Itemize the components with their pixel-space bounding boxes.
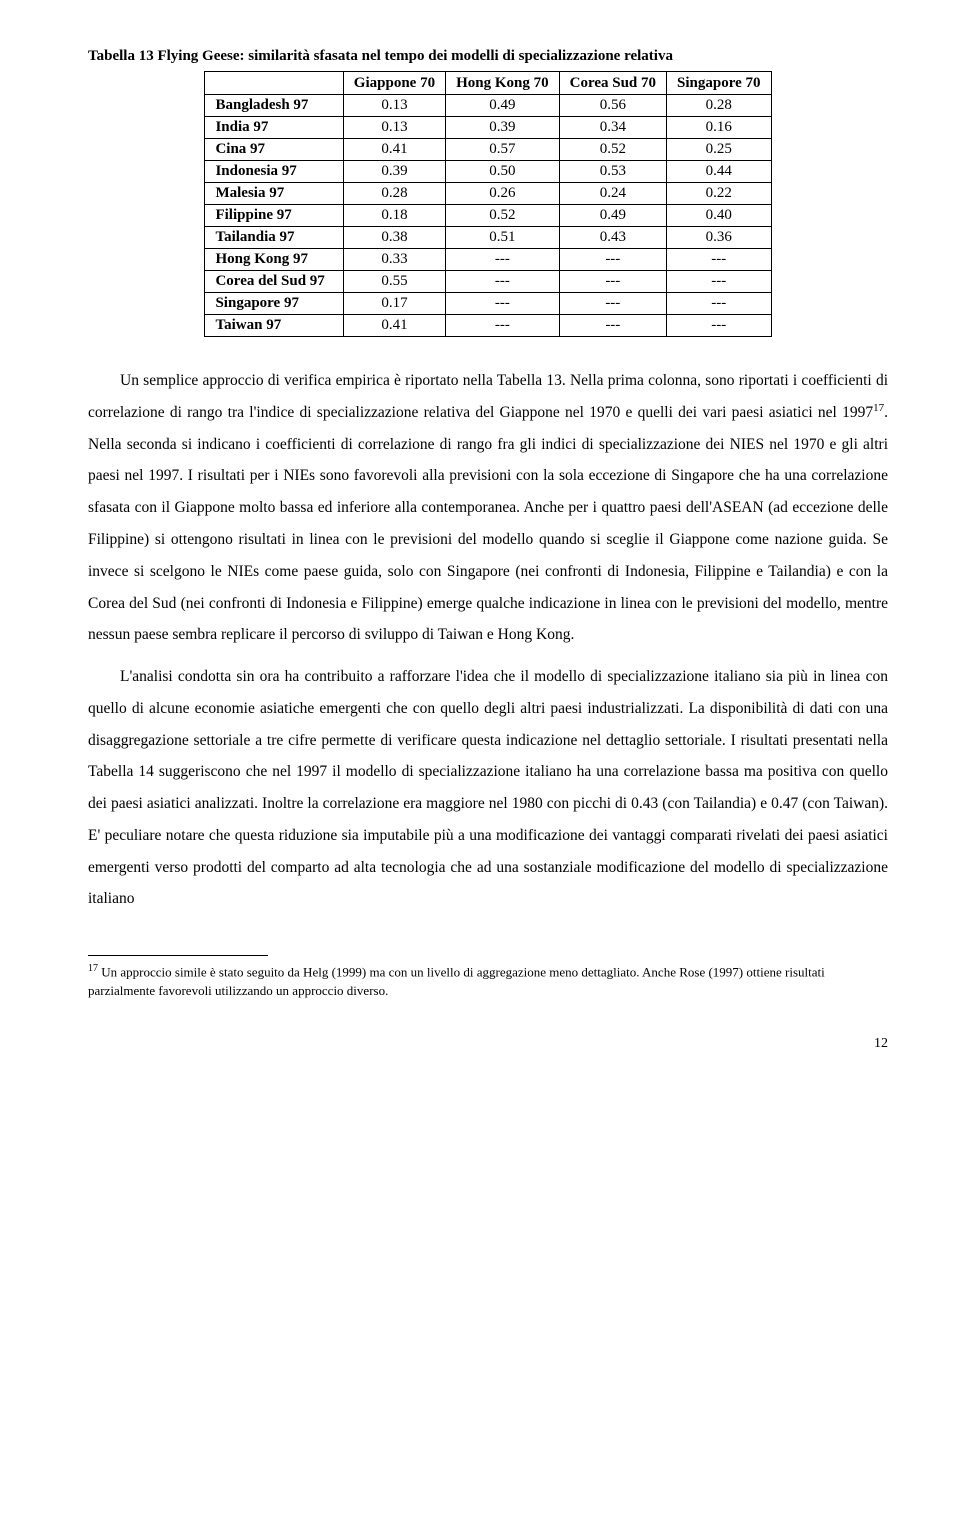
footnote-number: 17 <box>88 963 98 974</box>
cell: 0.40 <box>667 205 772 227</box>
table-title: Tabella 13 Flying Geese: similarità sfas… <box>88 48 888 65</box>
row-label: India 97 <box>205 117 343 139</box>
cell: 0.50 <box>446 161 560 183</box>
page-number: 12 <box>88 1036 888 1052</box>
cell: 0.38 <box>343 227 445 249</box>
footnote-17: 17 Un approccio simile è stato seguito d… <box>88 962 888 1000</box>
cell: 0.41 <box>343 139 445 161</box>
cell: 0.24 <box>559 183 666 205</box>
cell: 0.52 <box>559 139 666 161</box>
row-label: Tailandia 97 <box>205 227 343 249</box>
cell: 0.44 <box>667 161 772 183</box>
cell: 0.41 <box>343 315 445 337</box>
row-label: Cina 97 <box>205 139 343 161</box>
p1-text-a: Un semplice approccio di verifica empiri… <box>88 372 888 421</box>
cell: 0.13 <box>343 95 445 117</box>
cell: 0.25 <box>667 139 772 161</box>
col-header: Giappone 70 <box>343 72 445 95</box>
col-header: Hong Kong 70 <box>446 72 560 95</box>
col-header: Corea Sud 70 <box>559 72 666 95</box>
cell: 0.26 <box>446 183 560 205</box>
cell: --- <box>667 271 772 293</box>
cell: 0.28 <box>667 95 772 117</box>
cell: 0.33 <box>343 249 445 271</box>
cell: --- <box>667 293 772 315</box>
cell: --- <box>667 315 772 337</box>
cell: --- <box>559 271 666 293</box>
cell: 0.17 <box>343 293 445 315</box>
cell: --- <box>559 315 666 337</box>
cell: 0.51 <box>446 227 560 249</box>
row-label: Singapore 97 <box>205 293 343 315</box>
col-header: Singapore 70 <box>667 72 772 95</box>
cell: 0.52 <box>446 205 560 227</box>
cell: 0.13 <box>343 117 445 139</box>
row-label: Taiwan 97 <box>205 315 343 337</box>
data-table: Giappone 70 Hong Kong 70 Corea Sud 70 Si… <box>204 71 771 337</box>
cell: 0.55 <box>343 271 445 293</box>
footnote-text: Un approccio simile è stato seguito da H… <box>88 965 825 998</box>
paragraph-1: Un semplice approccio di verifica empiri… <box>88 365 888 651</box>
cell: --- <box>559 293 666 315</box>
cell: 0.57 <box>446 139 560 161</box>
row-label: Hong Kong 97 <box>205 249 343 271</box>
footnote-ref-17: 17 <box>873 402 884 414</box>
cell: 0.53 <box>559 161 666 183</box>
header-empty <box>205 72 343 95</box>
row-label: Corea del Sud 97 <box>205 271 343 293</box>
cell: 0.49 <box>446 95 560 117</box>
cell: 0.43 <box>559 227 666 249</box>
row-label: Indonesia 97 <box>205 161 343 183</box>
row-label: Malesia 97 <box>205 183 343 205</box>
cell: --- <box>667 249 772 271</box>
row-label: Bangladesh 97 <box>205 95 343 117</box>
row-label: Filippine 97 <box>205 205 343 227</box>
cell: 0.49 <box>559 205 666 227</box>
cell: --- <box>446 271 560 293</box>
p1-text-b: . Nella seconda si indicano i coefficien… <box>88 404 888 643</box>
cell: 0.39 <box>343 161 445 183</box>
cell: 0.22 <box>667 183 772 205</box>
cell: 0.28 <box>343 183 445 205</box>
footnote-separator <box>88 955 268 956</box>
cell: --- <box>446 249 560 271</box>
paragraph-2: L'analisi condotta sin ora ha contribuit… <box>88 661 888 915</box>
cell: --- <box>446 293 560 315</box>
cell: 0.16 <box>667 117 772 139</box>
cell: --- <box>559 249 666 271</box>
cell: --- <box>446 315 560 337</box>
cell: 0.18 <box>343 205 445 227</box>
cell: 0.36 <box>667 227 772 249</box>
cell: 0.56 <box>559 95 666 117</box>
cell: 0.34 <box>559 117 666 139</box>
cell: 0.39 <box>446 117 560 139</box>
